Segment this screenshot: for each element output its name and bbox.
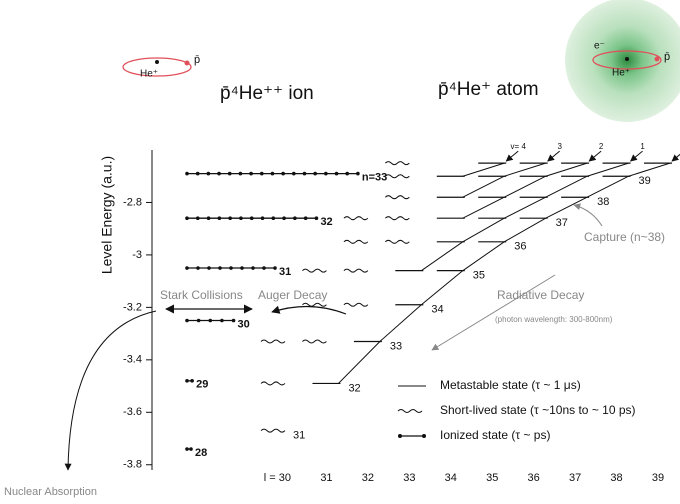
- v-line: [462, 162, 505, 177]
- level-label: 31: [293, 430, 305, 442]
- atom-icon: He⁺ p̄ e⁻: [565, 0, 680, 122]
- y-tick-label: -3.2: [123, 301, 142, 313]
- level-label: n=33: [362, 172, 387, 184]
- level-label: 29: [196, 379, 208, 391]
- capture-arrow: [671, 153, 680, 162]
- level-label: 36: [514, 241, 526, 253]
- atom-title: p̄⁴He⁺ atom: [438, 79, 539, 100]
- short-lived-level: [384, 195, 410, 200]
- v-label: 2: [599, 142, 604, 151]
- short-lived-level: [343, 216, 369, 221]
- x-tick-label: 36: [528, 472, 540, 484]
- short-lived-level: [384, 174, 410, 179]
- capture-arrow: [573, 203, 603, 227]
- short-lived-level: [302, 302, 327, 307]
- legend: Metastable state (τ ~ 1 μs) Short-lived …: [397, 378, 636, 442]
- capture-arrow: [505, 150, 519, 162]
- level-label: 32: [320, 216, 332, 228]
- ion-icon: He⁺ p̄: [122, 54, 200, 80]
- x-tick-label: 38: [610, 472, 622, 484]
- annotation: Capture (n~38): [584, 230, 665, 244]
- x-tick-label: 34: [445, 472, 457, 484]
- short-lived-level: [343, 268, 369, 273]
- nuclear-arrow: [64, 310, 157, 471]
- x-tick-label: 32: [362, 472, 374, 484]
- icon-label: p̄: [194, 54, 200, 66]
- level-label: 32: [348, 382, 360, 394]
- capture-arrow: [547, 150, 560, 162]
- level-label: 35: [473, 270, 485, 282]
- level-label: 38: [597, 196, 609, 208]
- level-label: 30: [238, 318, 250, 330]
- level-label: 34: [431, 304, 443, 316]
- icon-label: p̄: [664, 51, 670, 63]
- radiative-arrow: [431, 274, 556, 351]
- short-lived-level: [343, 239, 369, 244]
- short-lived-level: [384, 239, 410, 244]
- short-lived-level: [384, 161, 410, 166]
- x-tick-label: 39: [652, 472, 664, 484]
- short-lived-level: [302, 339, 327, 344]
- ionized-level: [185, 379, 194, 383]
- y-tick-label: -3: [132, 249, 142, 261]
- annotation: (photon wavelength: 300-800nm): [495, 315, 613, 324]
- v-label: 3: [557, 142, 562, 151]
- x-tick-label: 31: [320, 472, 332, 484]
- icon-label: He⁺: [612, 68, 630, 79]
- level-label: 31: [279, 266, 291, 278]
- annotation: Stark Collisions: [160, 288, 243, 302]
- legend-label: Metastable state (τ ~ 1 μs): [440, 378, 581, 392]
- legend-label: Ionized state (τ ~ ps): [440, 428, 550, 442]
- ion-title: p̄⁴He⁺⁺ ion: [220, 83, 314, 104]
- capture-arrow: [588, 150, 602, 162]
- short-lived-level: [260, 428, 286, 433]
- capture-arrow: [630, 150, 643, 162]
- y-tick-label: -3.6: [123, 406, 142, 418]
- short-lived-level: [302, 268, 327, 273]
- ionized-level: [185, 266, 277, 270]
- short-lived-level: [260, 381, 286, 386]
- x-tick-label: l = 30: [264, 472, 291, 484]
- short-lived-level: [343, 302, 369, 307]
- icon-label: He⁺: [140, 69, 158, 80]
- y-tick-label: -3.4: [123, 354, 142, 366]
- annotation: Nuclear Absorption: [4, 486, 97, 498]
- annotation: Radiative Decay: [497, 288, 584, 302]
- ionized-level: [185, 447, 193, 451]
- short-lived-level: [260, 339, 286, 344]
- ionized-level: [185, 216, 319, 220]
- level-label: 37: [556, 217, 568, 229]
- annotation: Auger Decay: [258, 288, 327, 302]
- auger-arrow: [271, 305, 347, 315]
- legend-swatch: [397, 409, 423, 413]
- v-line: [421, 162, 629, 272]
- v-label: v= 4: [511, 142, 527, 151]
- level-label: 33: [390, 340, 402, 352]
- level-label: 39: [639, 175, 651, 187]
- x-tick-label: 33: [403, 472, 415, 484]
- level-label: 28: [195, 447, 207, 459]
- y-axis-label: Level Energy (a.u.): [99, 156, 115, 274]
- v-line: [462, 162, 546, 198]
- x-tick-label: 35: [486, 472, 498, 484]
- v-line: [462, 162, 588, 219]
- y-tick-label: -2.8: [123, 196, 142, 208]
- v-label: 1: [640, 142, 645, 151]
- icon-label: e⁻: [594, 41, 605, 52]
- ionized-level: [185, 318, 236, 323]
- x-tick-label: 37: [569, 472, 581, 484]
- ionized-level: [185, 171, 360, 176]
- y-tick-label: -3.8: [123, 459, 142, 471]
- legend-label: Short-lived state (τ ~10ns to ~ 10 ps): [440, 403, 636, 417]
- short-lived-level: [384, 216, 410, 221]
